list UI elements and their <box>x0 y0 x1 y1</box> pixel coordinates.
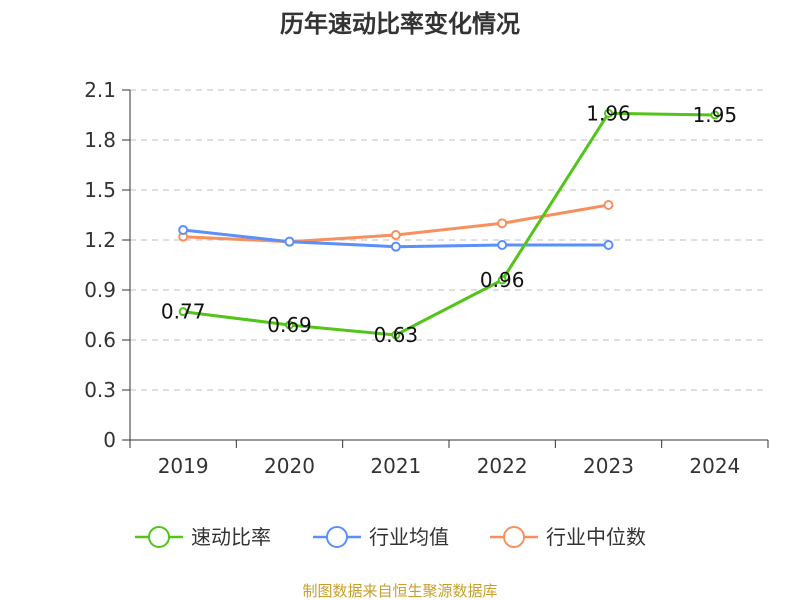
data-label: 1.96 <box>586 101 631 125</box>
y-tick-label: 2.1 <box>84 78 116 102</box>
data-label: 0.69 <box>267 313 312 337</box>
chart-title: 历年速动比率变化情况 <box>280 10 520 38</box>
x-tick-label: 2024 <box>689 454 740 478</box>
series <box>178 108 720 340</box>
legend-label: 行业均值 <box>369 525 449 549</box>
x-tick-label: 2023 <box>583 454 634 478</box>
data-label: 0.96 <box>480 268 525 292</box>
series-point-1 <box>284 236 295 247</box>
x-tick-label: 2019 <box>158 454 209 478</box>
series-point-0 <box>604 108 613 118</box>
y-tick-label: 0.3 <box>84 378 116 402</box>
y-tick-label: 1.5 <box>84 178 116 202</box>
legend-item: 行业中位数 <box>490 525 646 549</box>
series-point-2 <box>497 218 508 229</box>
data-label: 0.63 <box>374 323 419 347</box>
series-point-0 <box>285 320 294 330</box>
x-tick-label: 2020 <box>264 454 315 478</box>
series-point-0 <box>391 330 401 340</box>
legend-label: 速动比率 <box>191 525 271 549</box>
series-point-0 <box>497 275 507 285</box>
y-tick-label: 1.2 <box>84 228 116 252</box>
source-note: 制图数据来自恒生聚源数据库 <box>302 582 497 600</box>
series-line-0 <box>183 111 715 337</box>
y-tick-label: 0.9 <box>84 278 116 302</box>
series-point-0 <box>710 110 720 120</box>
data-label: 1.95 <box>693 103 738 127</box>
legend-item: 速动比率 <box>135 525 271 549</box>
legend-marker <box>503 526 525 548</box>
series-point-1 <box>390 241 401 252</box>
legend: 速动比率 行业均值 行业中位数 <box>135 525 646 549</box>
series-point-1 <box>178 225 189 235</box>
y-tick-label: 0 <box>103 428 116 452</box>
series-point-2 <box>603 200 614 210</box>
series-point-1 <box>603 240 614 250</box>
data-label: 0.77 <box>161 300 206 324</box>
legend-item: 行业均值 <box>313 525 449 549</box>
legend-marker <box>148 526 170 548</box>
grid <box>130 89 768 391</box>
legend-marker <box>326 526 348 548</box>
series-point-0 <box>178 307 188 317</box>
series-point-1 <box>497 240 508 250</box>
axes: 0 0.3 0.6 0.9 1.2 1.5 1.8 2.1 2019 2020 2021 2022 20… <box>84 78 769 478</box>
legend-label: 行业中位数 <box>546 525 646 549</box>
series-point-2 <box>390 230 401 240</box>
data-labels: 0.77 0.69 0.63 0.96 1.96 1.95 <box>161 101 737 347</box>
y-tick-label: 0.6 <box>84 328 116 352</box>
y-tick-label: 1.8 <box>84 128 116 152</box>
x-tick-label: 2021 <box>370 454 421 478</box>
x-tick-label: 2022 <box>477 454 528 478</box>
